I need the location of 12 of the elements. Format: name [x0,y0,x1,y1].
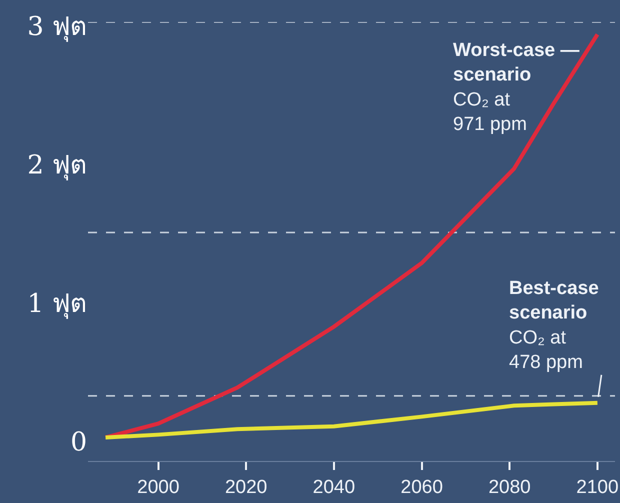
x-tick-label: 2020 [224,476,268,498]
x-tick-label: 2080 [488,476,531,498]
annotation: Worst-case — scenario CO₂ at 971 ppm [453,40,580,136]
y-tick-label: 3 ฟุต [27,12,87,42]
x-tick-label: 2100 [576,476,619,498]
y-tick-label: 2 ฟุต [27,150,87,181]
x-tick-label: 2040 [312,476,356,498]
x-tick-label: 2060 [400,476,443,498]
y-tick-label: 1 ฟุต [27,289,87,320]
annotation: Best-case scenario CO₂ at 478 ppm [509,278,599,374]
x-tick-label: 2000 [137,476,180,498]
y-tick-label: 0 [70,428,87,458]
